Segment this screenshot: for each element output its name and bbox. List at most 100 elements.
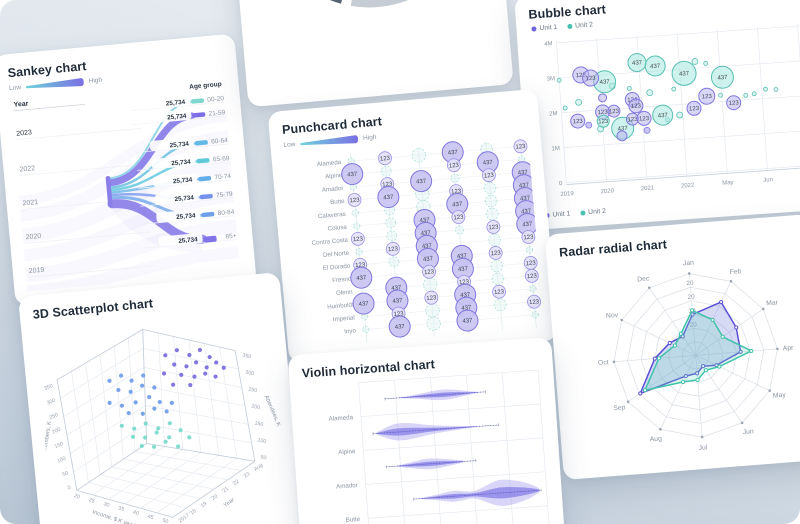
svg-text:50: 50 [62, 470, 70, 478]
svg-text:Apr: Apr [783, 345, 795, 353]
svg-text:Butte: Butte [345, 516, 360, 524]
svg-text:437: 437 [392, 298, 403, 305]
svg-text:350: 350 [43, 383, 54, 392]
svg-text:437: 437 [422, 243, 433, 250]
svg-text:60-64: 60-64 [211, 137, 229, 146]
svg-text:437: 437 [519, 183, 530, 190]
svg-text:85+: 85+ [225, 233, 237, 241]
svg-text:150: 150 [54, 441, 65, 450]
svg-text:300: 300 [245, 369, 255, 377]
svg-text:437: 437 [419, 217, 430, 224]
svg-text:00-20: 00-20 [207, 95, 225, 104]
svg-text:'18: '18 [188, 508, 197, 517]
svg-text:Imperial: Imperial [333, 314, 356, 323]
unit1-label: Unit 1 [539, 23, 558, 33]
svg-text:4M: 4M [544, 41, 553, 48]
svg-text:123: 123 [689, 106, 700, 113]
svg-text:0: 0 [559, 181, 563, 187]
svg-text:Alameda: Alameda [328, 414, 353, 423]
svg-text:Attendees, K: Attendees, K [263, 395, 282, 428]
svg-text:123: 123 [609, 109, 620, 116]
svg-text:25,734: 25,734 [174, 194, 194, 203]
bubble-plot: 4M3M2M1M02019202020212022MayJun202343743… [544, 24, 800, 198]
svg-text:200: 200 [251, 403, 261, 411]
punchcard-chart-card[interactable]: Punchcard chart Low High Alameda Alpine Am… [267, 88, 559, 364]
svg-text:Members, K: Members, K [42, 421, 53, 453]
svg-text:437: 437 [356, 275, 367, 282]
punchcard-grid: Alameda Alpine Amador Butte Calaveras Colusa C… [311, 138, 541, 343]
svg-text:1M: 1M [551, 146, 560, 153]
svg-text:Aug: Aug [253, 462, 264, 472]
violin-plot: Alameda Alpine Amador Butte [328, 369, 554, 524]
svg-text:123: 123 [627, 117, 638, 124]
svg-text:123: 123 [484, 173, 495, 180]
svg-text:123: 123 [729, 100, 740, 107]
sankey-chart-card[interactable]: Sankey chart Low High Year 2023 2022 2021 20… [0, 33, 257, 307]
svg-text:123: 123 [515, 144, 526, 151]
svg-text:Mar: Mar [766, 299, 779, 307]
violin-horizontal-chart-card[interactable]: Violin horizontal chart Alameda Alpine Ama… [287, 337, 569, 524]
legend-item-unit1[interactable]: Unit 1 [544, 210, 570, 219]
svg-text:Year: Year [223, 497, 236, 509]
svg-text:Dec: Dec [637, 275, 650, 283]
svg-text:Del Norte: Del Norte [323, 250, 350, 259]
svg-text:437: 437 [416, 179, 427, 186]
svg-text:50: 50 [161, 518, 169, 524]
unit2-label: Unit 2 [587, 207, 607, 217]
svg-text:437: 437 [457, 253, 468, 260]
svg-text:Income, $ K yearly: Income, $ K yearly [92, 509, 140, 524]
legend-item-unit2[interactable]: Unit 2 [580, 208, 606, 217]
svg-text:437: 437 [452, 202, 463, 209]
svg-text:123: 123 [380, 156, 391, 163]
svg-text:437: 437 [632, 60, 643, 67]
legend-high-label: High [362, 133, 377, 143]
svg-text:40: 40 [132, 509, 140, 517]
svg-text:2017: 2017 [178, 513, 191, 524]
svg-text:100: 100 [257, 437, 267, 445]
svg-text:437: 437 [462, 318, 473, 325]
unit2-label: Unit 2 [574, 21, 594, 30]
svg-text:Calaveras: Calaveras [318, 211, 346, 220]
svg-text:437: 437 [717, 75, 728, 82]
svg-text:Sep: Sep [613, 404, 626, 412]
svg-text:2023: 2023 [16, 129, 32, 137]
svg-text:123: 123 [355, 262, 366, 269]
svg-text:25,734: 25,734 [169, 141, 189, 150]
svg-text:'22: '22 [231, 479, 240, 488]
radar-radial-chart-card[interactable]: Radar radial chart Jan Feb Mar Apr May Jun Jul… [544, 213, 800, 481]
svg-text:437: 437 [521, 209, 532, 216]
scatterplot-3d-plot: 350 300 250 200 150 100 50 0 350 300 250 200 150 100 5… [42, 328, 282, 524]
svg-text:Aug: Aug [650, 435, 663, 443]
svg-text:75-79: 75-79 [216, 191, 234, 200]
scatterplot-3d-chart-card[interactable]: 3D Scatterplot chart 350 300 250 200 150 100 5… [18, 272, 304, 524]
svg-text:437: 437 [420, 230, 431, 237]
svg-text:'23: '23 [242, 471, 251, 480]
svg-text:Feb: Feb [729, 268, 741, 276]
svg-text:123: 123 [488, 225, 499, 232]
svg-text:May: May [722, 180, 734, 187]
svg-text:123: 123 [453, 215, 464, 222]
bubble-chart-card[interactable]: Bubble chart Unit 1 Unit 2 4M 3M 2M 1M 0 2019… [514, 0, 800, 231]
svg-text:Jun: Jun [763, 177, 773, 184]
radar-plot: Jan Feb Mar Apr May Jun Jul Aug Sep Oct Nov Dec 20 20… [598, 260, 795, 453]
donut-chart-card[interactable] [232, 0, 514, 108]
svg-text:437: 437 [599, 79, 610, 86]
legend-item-unit2[interactable]: Unit 2 [567, 21, 593, 30]
donut-diagram [276, 0, 423, 8]
svg-text:350: 350 [242, 353, 252, 361]
svg-text:437: 437 [391, 285, 402, 292]
svg-text:250: 250 [49, 412, 60, 421]
svg-text:437: 437 [383, 195, 394, 202]
svg-text:150: 150 [254, 420, 264, 428]
svg-text:Alpine: Alpine [325, 172, 343, 181]
unit2-dot-icon [580, 210, 586, 216]
svg-text:30: 30 [103, 501, 111, 509]
svg-text:437: 437 [395, 324, 406, 331]
svg-text:'19: '19 [199, 501, 208, 510]
svg-text:25,734: 25,734 [166, 99, 186, 108]
legend-item-unit1[interactable]: Unit 1 [531, 24, 557, 33]
svg-text:70-74: 70-74 [214, 173, 232, 182]
svg-text:Jun: Jun [742, 428, 754, 436]
svg-text:Butte: Butte [330, 198, 346, 206]
